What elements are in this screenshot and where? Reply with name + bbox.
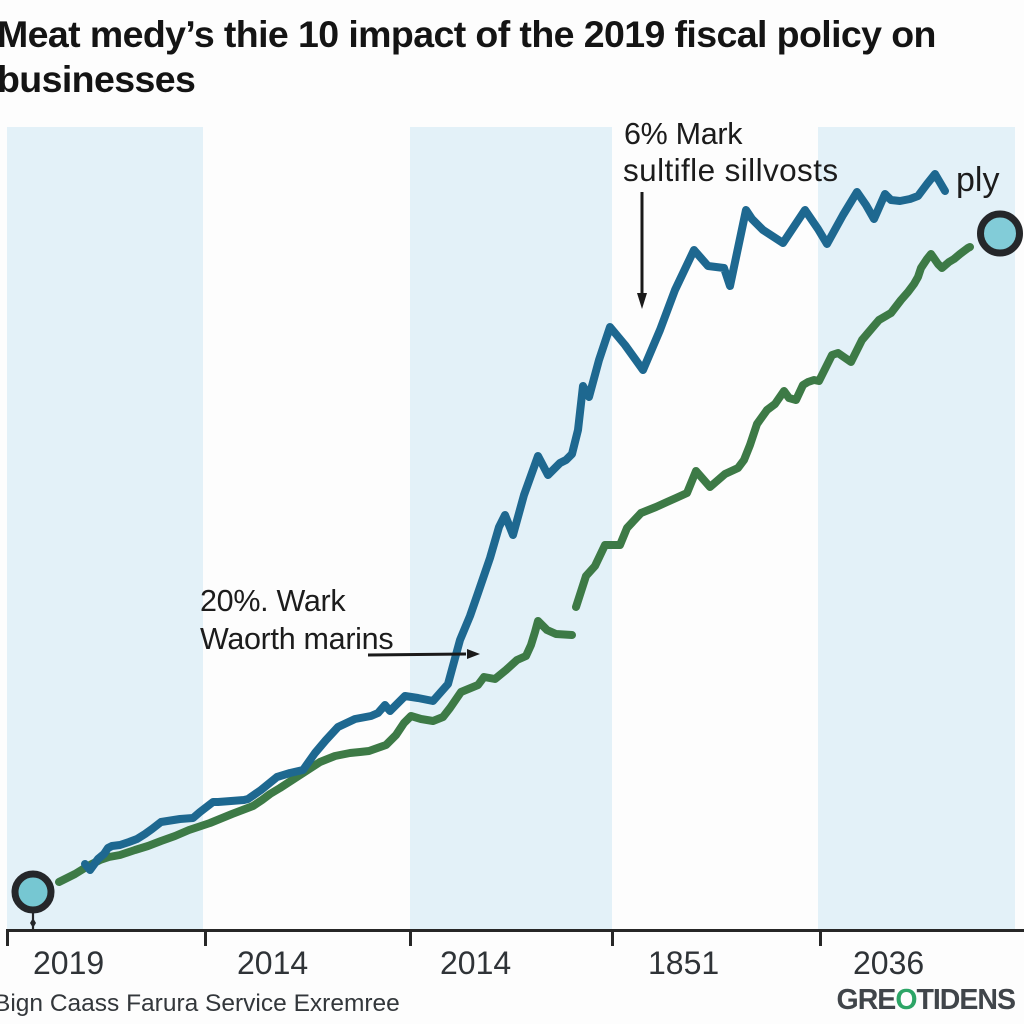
- svg-text:1851: 1851: [648, 945, 719, 981]
- svg-text:2014: 2014: [440, 945, 511, 981]
- svg-text:2019: 2019: [33, 945, 104, 981]
- svg-text:ply: ply: [956, 161, 999, 199]
- svg-text:Meat medy’s thie 10 impact of: Meat medy’s thie 10 impact of the 2019 f…: [0, 13, 936, 55]
- svg-text:20%. Wark: 20%. Wark: [200, 584, 346, 618]
- svg-text:2014: 2014: [237, 945, 308, 981]
- svg-text:6% Mark: 6% Mark: [624, 117, 743, 151]
- svg-text:Bign Caass Farura Service Exre: Bign Caass Farura Service Exremree: [0, 990, 400, 1017]
- svg-text:2036: 2036: [853, 945, 924, 981]
- svg-text:Waorth marins: Waorth marins: [200, 622, 393, 656]
- svg-text:sultifle sillvosts: sultifle sillvosts: [623, 152, 839, 188]
- svg-text:GREOTIDENS: GREOTIDENS: [837, 984, 1015, 1016]
- svg-text:businesses: businesses: [0, 58, 195, 100]
